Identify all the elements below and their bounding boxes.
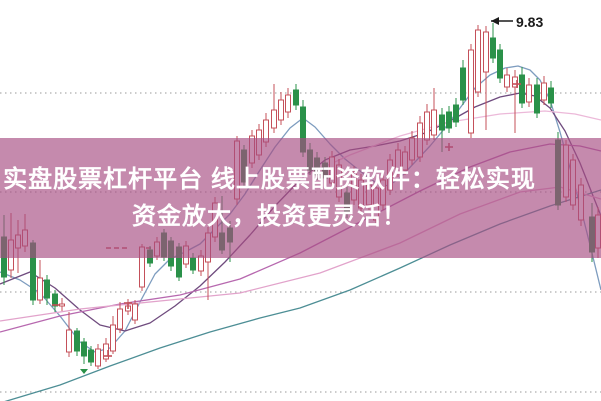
triangle-down-marker (80, 369, 88, 374)
candle-up (110, 324, 116, 352)
promo-line-2: 资金放大，投资更灵活！ (132, 203, 407, 230)
price-annotation-label: 9.83 (516, 14, 543, 30)
candle-down (44, 279, 50, 299)
candle-down (74, 330, 80, 352)
candle-up (271, 109, 277, 129)
candle-up (475, 29, 481, 93)
candle-down (293, 89, 299, 106)
candle-down (81, 341, 87, 357)
promo-text-block: 实盘股票杠杆平台 线上股票配资软件：轻松实现 资金放大，投资更灵活！ (0, 138, 601, 258)
candle-up (95, 348, 101, 367)
candle-down (446, 111, 452, 129)
candle-down (497, 49, 503, 79)
left-arrowhead-icon (491, 17, 499, 25)
candle-down (439, 114, 445, 131)
candle-up (117, 308, 123, 330)
candle-down (453, 104, 459, 123)
promo-line-1: 实盘股票杠杆平台 线上股票配资软件：轻松实现 (3, 166, 536, 193)
candle-down (190, 257, 196, 271)
candle-down (88, 349, 94, 363)
candle-up (198, 255, 204, 272)
candle-up (66, 329, 72, 353)
candle-down (52, 293, 58, 307)
candle-up (504, 74, 510, 88)
candle-up (541, 82, 547, 101)
candle-up (431, 109, 437, 136)
candle-up (37, 277, 43, 301)
candle-up (278, 99, 284, 121)
candle-up (132, 303, 138, 321)
candle-up (424, 111, 430, 141)
candle-up (59, 303, 65, 307)
candle-up (468, 49, 474, 134)
candle-up (483, 31, 489, 73)
candle-down (519, 74, 525, 104)
promo-banner: 实盘股票杠杆平台 线上股票配资软件：轻松实现 资金放大，投资更灵活！ (0, 138, 601, 258)
candle-down (548, 87, 554, 104)
candle-up (285, 94, 291, 113)
candle-up (526, 84, 532, 103)
candle-down (534, 84, 540, 114)
candle-down (460, 67, 466, 101)
candle-down (490, 37, 496, 59)
